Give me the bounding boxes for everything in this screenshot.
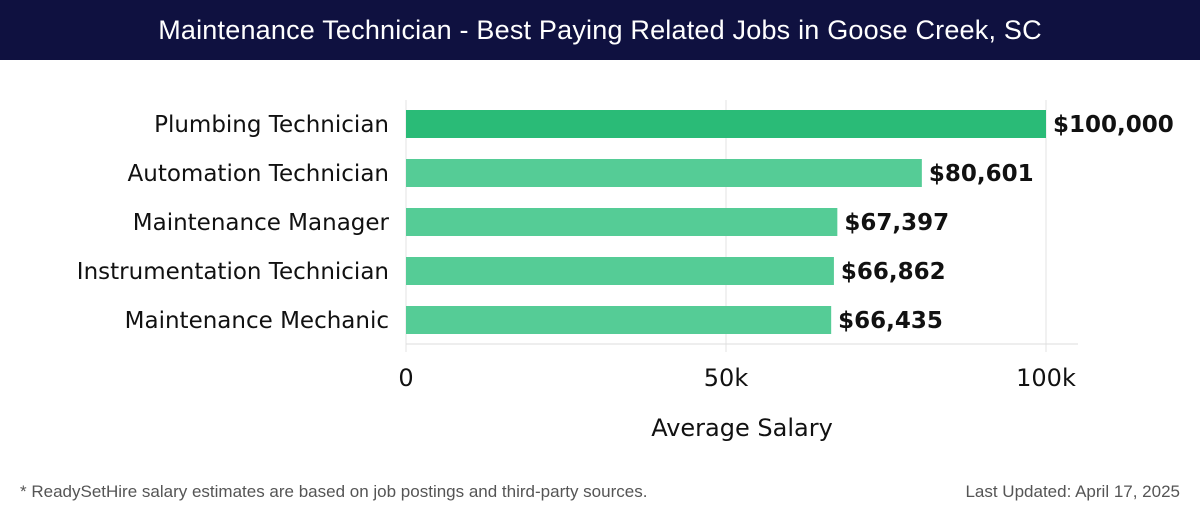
- x-axis-label: Average Salary: [651, 414, 833, 442]
- value-label: $100,000: [1053, 112, 1174, 138]
- title-bar: Maintenance Technician - Best Paying Rel…: [0, 0, 1200, 60]
- category-label: Maintenance Mechanic: [125, 308, 389, 334]
- x-tick-label: 100k: [1016, 364, 1076, 392]
- label-layer: 0 50k 100k Plumbing Technician $100,000 Autom…: [77, 112, 1174, 392]
- category-label: Plumbing Technician: [154, 112, 389, 138]
- value-label: $66,435: [838, 308, 943, 334]
- bar: [406, 257, 834, 285]
- bar: [406, 306, 832, 334]
- bar: [406, 159, 922, 187]
- bar: [406, 110, 1046, 138]
- last-updated: Last Updated: April 17, 2025: [965, 482, 1180, 501]
- chart-title: Maintenance Technician - Best Paying Rel…: [158, 14, 1042, 45]
- value-label: $80,601: [929, 161, 1034, 187]
- x-tick-label: 50k: [704, 364, 749, 392]
- value-label: $66,862: [841, 259, 946, 285]
- x-tick-label: 0: [398, 364, 413, 392]
- footer-note: * ReadySetHire salary estimates are base…: [20, 482, 648, 501]
- category-label: Maintenance Manager: [133, 210, 390, 236]
- bar: [406, 208, 838, 236]
- bar-chart: 0 50k 100k Plumbing Technician $100,000 Autom…: [77, 100, 1174, 442]
- category-label: Automation Technician: [128, 161, 389, 187]
- bar-layer: [406, 110, 1046, 334]
- value-label: $67,397: [844, 210, 949, 236]
- category-label: Instrumentation Technician: [77, 259, 389, 285]
